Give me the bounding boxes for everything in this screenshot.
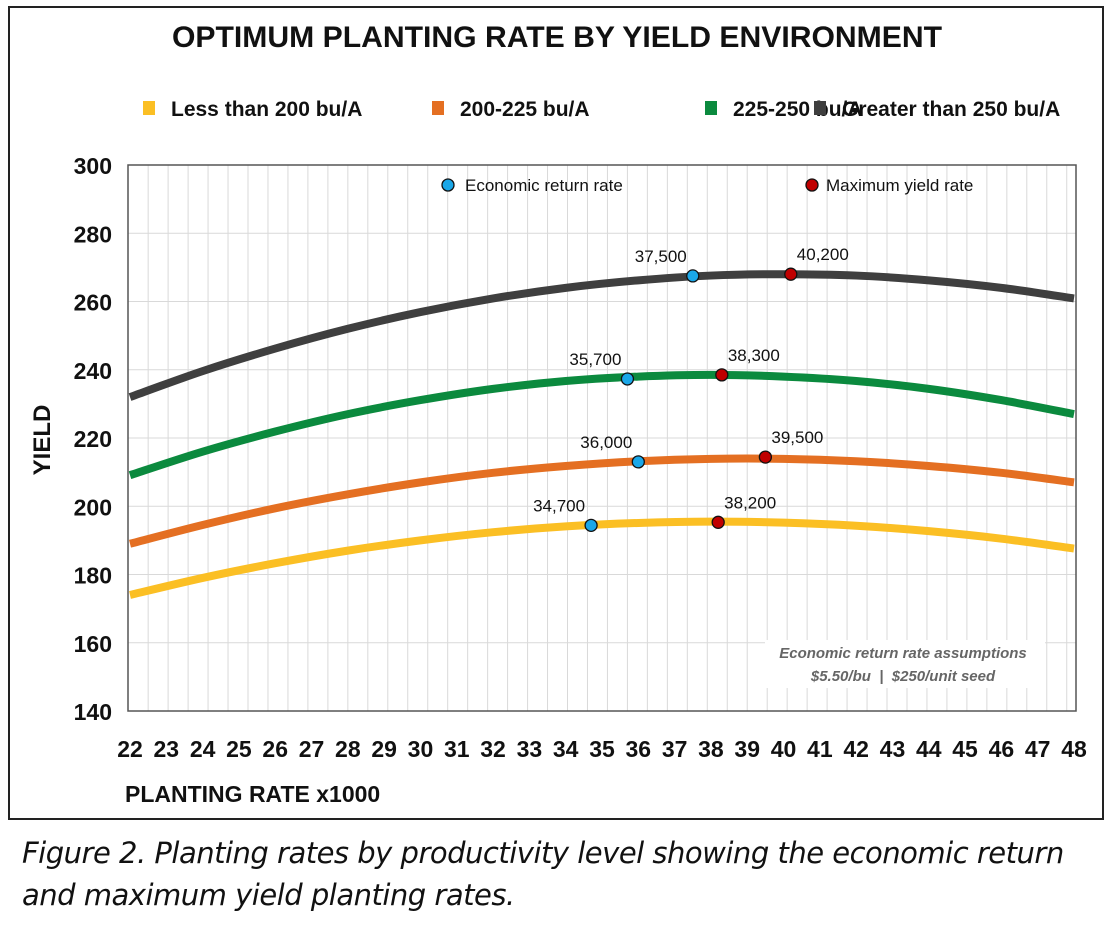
x-tick-label: 35 (589, 736, 615, 762)
point-label: 39,500 (771, 428, 823, 447)
x-tick-label: 46 (989, 736, 1015, 762)
point-label: 38,200 (724, 493, 776, 512)
x-tick-label: 33 (517, 736, 543, 762)
x-tick-label: 31 (444, 736, 470, 762)
plot-area (127, 164, 1077, 712)
series-line (129, 517, 1075, 599)
series-line (128, 370, 1075, 480)
legend-swatch (705, 101, 717, 115)
x-tick-label: 44 (916, 736, 942, 762)
economic-rate-point (584, 518, 598, 533)
x-tick-label: 29 (371, 736, 397, 762)
y-tick-label: 220 (74, 426, 112, 452)
legend-label: 200-225 bu/A (460, 98, 590, 121)
x-tick-label: 40 (771, 736, 797, 762)
x-tick-label: 42 (843, 736, 869, 762)
assumptions-note: Economic return rate assumptions $5.50/b… (765, 640, 1045, 688)
series-lines: 34,700 38,200 36,000 39,500 35,700 38,300 37,5… (128, 245, 1075, 599)
y-tick-label: 160 (74, 631, 112, 657)
legend-label: 225-250 bu/A (733, 98, 863, 121)
x-tick-label: 36 (626, 736, 652, 762)
x-axis-label: PLANTING RATE x1000 (125, 781, 380, 807)
y-tick-label: 240 (74, 358, 112, 384)
x-tick-label: 48 (1061, 736, 1087, 762)
point-label: 40,200 (797, 245, 849, 264)
maximum-rate-point (715, 368, 729, 382)
y-tick-label: 140 (74, 699, 112, 725)
x-tick-label: 30 (408, 736, 434, 762)
y-tick-label: 280 (74, 221, 112, 247)
y-tick-label: 180 (74, 563, 112, 589)
maximum-marker-label: Maximum yield rate (826, 176, 973, 195)
x-tick-label: 38 (698, 736, 724, 762)
legend-label: Less than 200 bu/A (171, 98, 362, 121)
y-axis-label: YIELD (29, 405, 56, 476)
economic-rate-point (620, 372, 635, 386)
legend-swatch (143, 101, 155, 115)
x-tick-label: 23 (154, 736, 180, 762)
point-label: 36,000 (580, 433, 632, 452)
point-label: 34,700 (533, 496, 585, 515)
legend: Less than 200 bu/A 200-225 bu/A 225-250 bu… (143, 98, 1060, 121)
assumptions-line-1: Economic return rate assumptions (779, 645, 1027, 662)
point-label: 38,300 (728, 346, 780, 365)
x-tick-label: 34 (553, 736, 579, 762)
legend-swatch (432, 101, 444, 115)
series-line (128, 270, 1075, 401)
economic-rate-point (686, 269, 700, 283)
chart-frame (8, 6, 1104, 820)
economic-rate-point (631, 455, 645, 469)
figure-caption: Figure 2. Planting rates by productivity… (22, 836, 1064, 912)
legend-swatch (814, 101, 826, 115)
x-tick-label: 37 (662, 736, 688, 762)
x-tick-label: 47 (1025, 736, 1051, 762)
x-tick-label: 24 (190, 736, 216, 762)
y-tick-label: 200 (74, 494, 112, 520)
x-tick-label: 25 (226, 736, 252, 762)
assumptions-line-2: $5.50/bu | $250/unit seed (810, 668, 996, 685)
x-tick-label: 26 (262, 736, 288, 762)
maximum-marker-icon (805, 178, 819, 192)
series-line (128, 454, 1075, 548)
point-label: 37,500 (635, 247, 687, 266)
point-label: 35,700 (569, 350, 621, 369)
maximum-rate-point (711, 515, 725, 529)
x-tick-label: 28 (335, 736, 361, 762)
marker-legend: Economic return rate Maximum yield rate (441, 176, 973, 195)
x-tick-label: 22 (117, 736, 143, 762)
y-tick-label: 260 (74, 290, 112, 316)
x-tick-label: 39 (734, 736, 760, 762)
x-tick-label: 41 (807, 736, 833, 762)
maximum-rate-point (758, 450, 773, 464)
x-tick-label: 43 (880, 736, 906, 762)
yield-chart: OPTIMUM PLANTING RATE BY YIELD ENVIRONME… (29, 21, 1087, 807)
x-tick-label: 32 (480, 736, 506, 762)
y-tick-label: 300 (74, 153, 112, 179)
economic-marker-label: Economic return rate (465, 176, 623, 195)
chart-title: OPTIMUM PLANTING RATE BY YIELD ENVIRONME… (172, 21, 942, 54)
economic-marker-icon (441, 178, 455, 192)
axes: 140 160 180 200 220 240 260 280 300 22 23 24 25 26 27 2… (74, 153, 1087, 762)
x-tick-label: 45 (952, 736, 978, 762)
x-tick-label: 27 (299, 736, 325, 762)
maximum-rate-point (784, 267, 798, 281)
legend-label: Greater than 250 bu/A (842, 98, 1060, 121)
